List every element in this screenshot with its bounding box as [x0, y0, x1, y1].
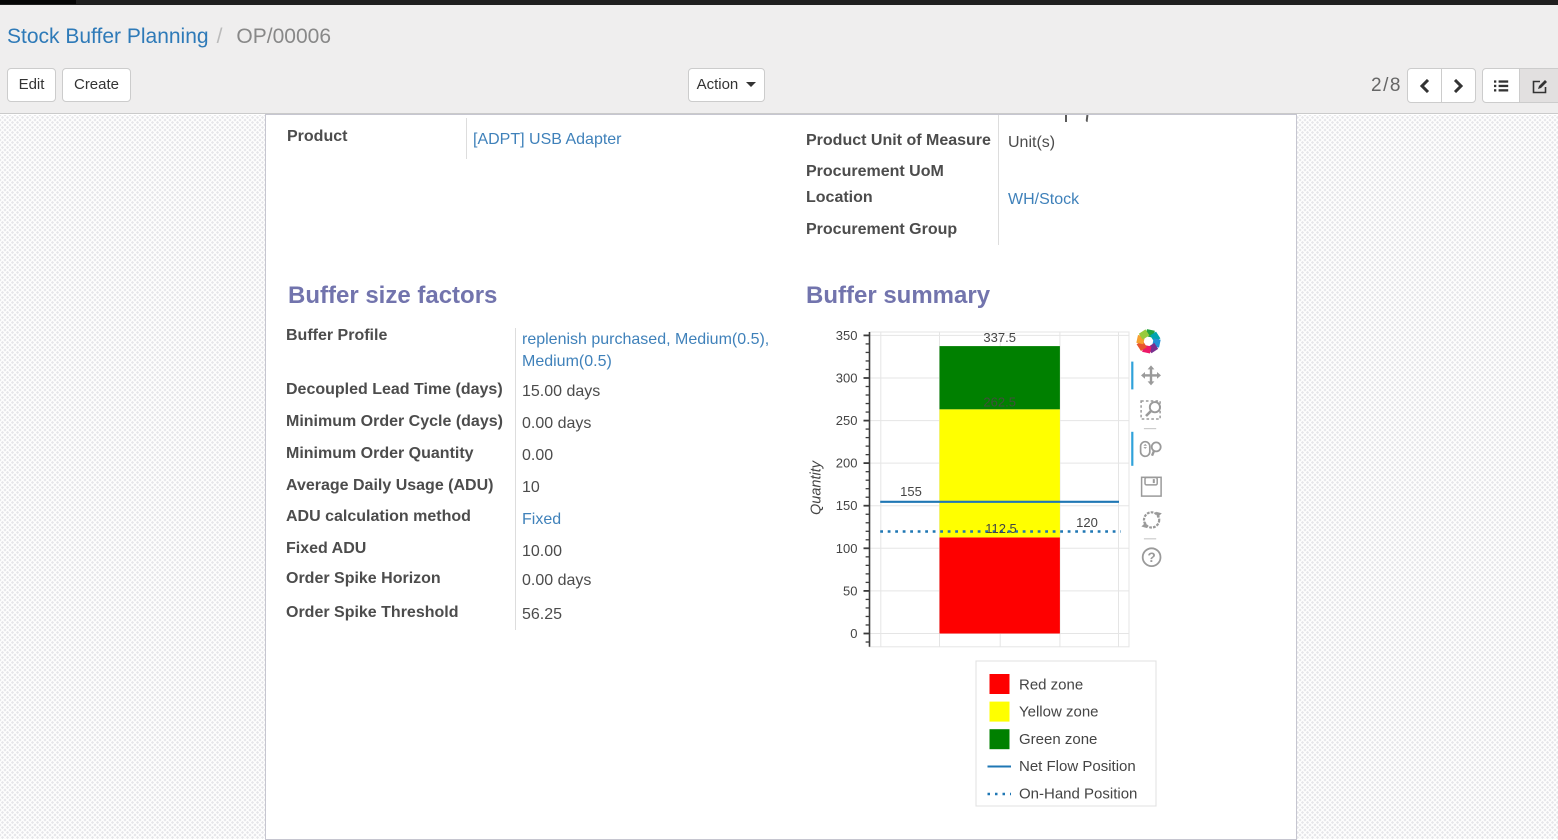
svg-text:Green zone: Green zone [1019, 731, 1097, 748]
svg-text:155: 155 [900, 484, 922, 499]
svg-text:120: 120 [1076, 515, 1098, 530]
svg-text:On-Hand Position: On-Hand Position [1019, 786, 1137, 803]
svg-text:112.5: 112.5 [985, 521, 1017, 536]
svg-text:50: 50 [843, 583, 857, 598]
svg-text:Yellow zone: Yellow zone [1019, 703, 1099, 720]
svg-text:337.5: 337.5 [983, 330, 1016, 345]
svg-text:Red zone: Red zone [1019, 676, 1083, 693]
svg-text:300: 300 [836, 371, 858, 386]
svg-text:Quantity: Quantity [809, 460, 825, 515]
svg-text:?: ? [1147, 550, 1155, 565]
svg-text:250: 250 [836, 413, 858, 428]
svg-text:0: 0 [850, 626, 857, 641]
svg-text:200: 200 [836, 456, 858, 471]
svg-text:262.5: 262.5 [983, 395, 1016, 410]
svg-text:100: 100 [836, 541, 858, 556]
svg-text:150: 150 [836, 498, 858, 513]
svg-text:350: 350 [836, 328, 858, 343]
svg-text:Net Flow Position: Net Flow Position [1019, 758, 1136, 775]
